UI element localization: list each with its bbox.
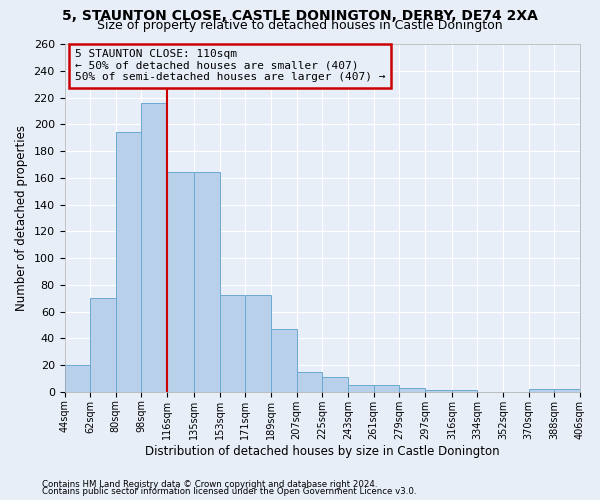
Bar: [116, 132, 142, 392]
X-axis label: Distribution of detached houses by size in Castle Donington: Distribution of detached houses by size …: [145, 444, 500, 458]
Bar: [399, 388, 425, 392]
Text: Contains public sector information licensed under the Open Government Licence v3: Contains public sector information licen…: [42, 487, 416, 496]
Bar: [374, 385, 399, 392]
Text: 5, STAUNTON CLOSE, CASTLE DONINGTON, DERBY, DE74 2XA: 5, STAUNTON CLOSE, CASTLE DONINGTON, DER…: [62, 9, 538, 23]
Text: Contains HM Land Registry data © Crown copyright and database right 2024.: Contains HM Land Registry data © Crown c…: [42, 480, 377, 489]
Bar: [529, 389, 554, 392]
Bar: [452, 390, 478, 392]
Text: 5 STAUNTON CLOSE: 110sqm
← 50% of detached houses are smaller (407)
50% of semi-: 5 STAUNTON CLOSE: 110sqm ← 50% of detach…: [75, 49, 385, 82]
Bar: [65, 365, 90, 392]
Bar: [167, 172, 194, 392]
Bar: [425, 390, 452, 392]
Text: Size of property relative to detached houses in Castle Donington: Size of property relative to detached ho…: [97, 19, 503, 32]
Bar: [271, 329, 296, 392]
Bar: [322, 377, 348, 392]
Bar: [220, 296, 245, 392]
Bar: [348, 385, 374, 392]
Bar: [245, 296, 271, 392]
Bar: [554, 389, 580, 392]
Bar: [296, 372, 322, 392]
Bar: [194, 172, 220, 392]
Bar: [142, 103, 167, 392]
Y-axis label: Number of detached properties: Number of detached properties: [15, 125, 28, 311]
Bar: [90, 298, 116, 392]
